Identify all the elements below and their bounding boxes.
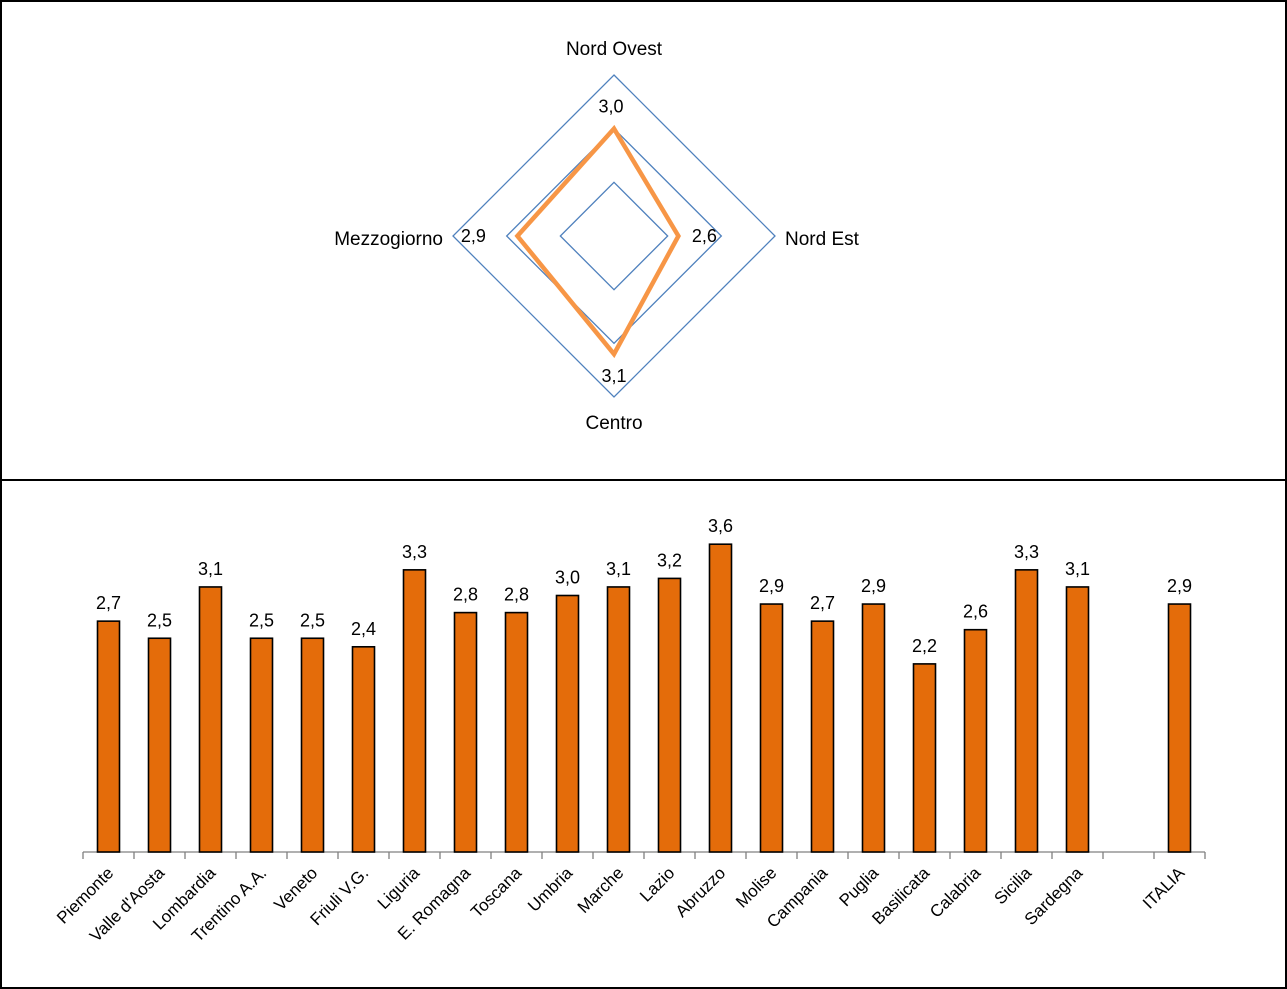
bar-value-label: 2,5: [147, 610, 172, 630]
bar-value-label: 2,8: [453, 585, 478, 605]
bar: [96, 620, 121, 853]
radar-value-label: 2,6: [692, 226, 717, 246]
bar: [861, 603, 886, 853]
radar-gridline-3: [452, 74, 776, 398]
bar: [963, 628, 988, 853]
bar: [249, 637, 274, 853]
bar-value-label: 2,8: [504, 585, 529, 605]
bar: [555, 594, 580, 853]
bar: [912, 663, 937, 853]
radar-category-label: Nord Est: [785, 229, 860, 250]
bar-value-label: 2,9: [759, 576, 784, 596]
radar-value-label: 2,9: [461, 226, 486, 246]
radar-series-line: [514, 124, 681, 359]
bar-value-label: 3,3: [1014, 542, 1039, 562]
bar: [657, 577, 682, 853]
bar-value-label: 2,9: [1167, 576, 1192, 596]
bar: [606, 586, 631, 853]
bar: [1014, 569, 1039, 853]
bar-value-label: 2,5: [300, 610, 325, 630]
bar-value-label: 3,6: [708, 516, 733, 536]
bar: [810, 620, 835, 853]
bar-value-label: 3,1: [1065, 559, 1090, 579]
radar-value-label: 3,1: [601, 366, 626, 386]
bar-value-label: 3,3: [402, 542, 427, 562]
bar: [351, 645, 376, 853]
bar: [300, 637, 325, 853]
bar: [504, 611, 529, 853]
bar: [1065, 586, 1090, 853]
bar: [759, 603, 784, 853]
radar-category-label: Centro: [585, 413, 642, 434]
radar-category-label: Nord Ovest: [566, 39, 663, 60]
bar: [453, 611, 478, 853]
bar-value-label: 2,5: [249, 610, 274, 630]
radar-category-label: Mezzogiorno: [334, 229, 443, 250]
bar-value-label: 3,2: [657, 550, 682, 570]
radar-panel-frame: [0, 0, 1287, 481]
radar-value-label: 3,0: [598, 97, 623, 117]
bar: [147, 637, 172, 853]
bar-value-label: 2,2: [912, 636, 937, 656]
bar: [402, 569, 427, 853]
bar: [198, 586, 223, 853]
bar: [708, 543, 733, 853]
bar-value-label: 3,0: [555, 568, 580, 588]
bar-value-label: 2,9: [861, 576, 886, 596]
radar-chart: 3,0 2,6 3,1 2,9 Nord Ovest Nord Est Centro Mezz…: [334, 39, 859, 434]
bar-value-label: 2,7: [810, 593, 835, 613]
bar-value-label: 3,1: [606, 559, 631, 579]
bar-value-label: 2,6: [963, 602, 988, 622]
bar-value-label: 3,1: [198, 559, 223, 579]
bar: [1167, 603, 1192, 853]
bar-value-label: 2,7: [96, 593, 121, 613]
radar-gridline-2: [505, 127, 723, 345]
bar-value-label: 2,4: [351, 619, 376, 639]
bar-panel-frame: [0, 479, 1287, 989]
radar-gridline-1: [559, 181, 669, 291]
